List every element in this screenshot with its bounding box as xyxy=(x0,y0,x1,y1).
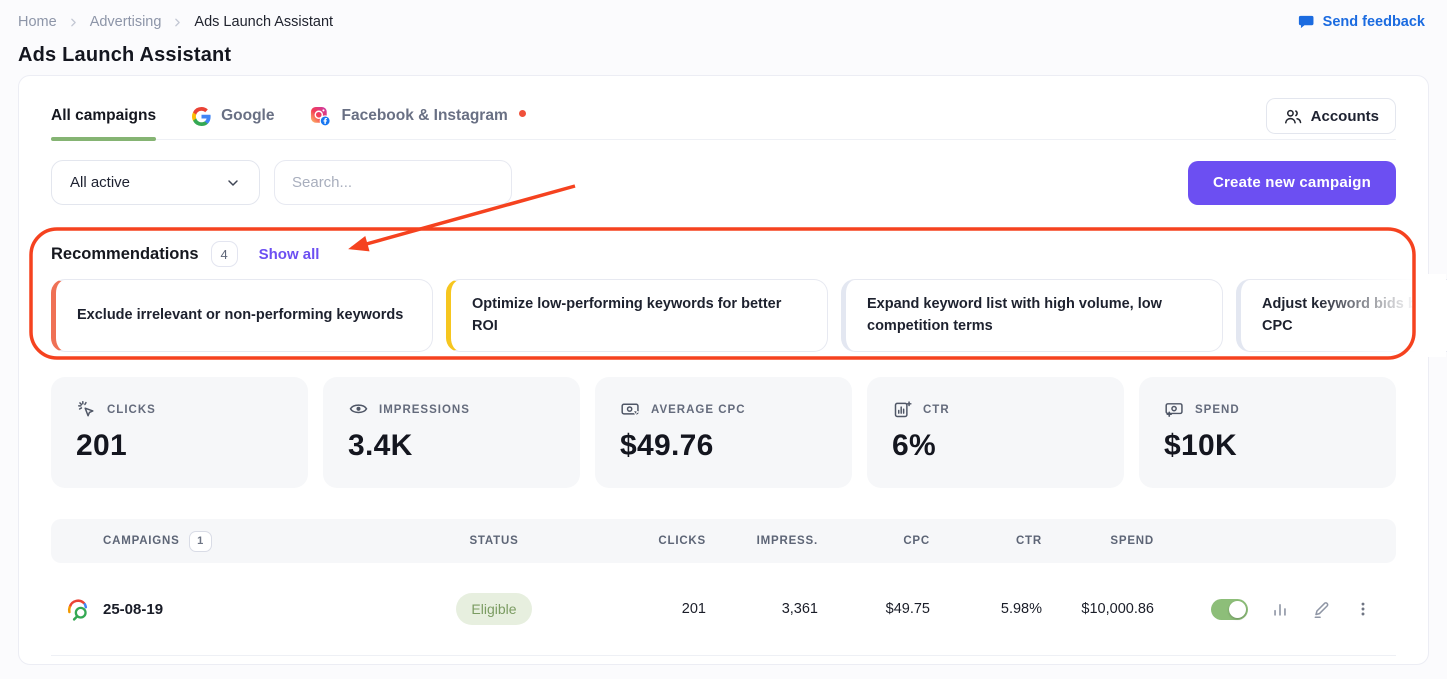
money-click-icon xyxy=(621,403,640,416)
campaigns-table: CAMPAIGNS 1 STATUS CLICKS IMPRESS. CPC C… xyxy=(51,519,1396,656)
status-badge: Eligible xyxy=(456,593,532,625)
stat-value: 3.4K xyxy=(348,429,413,462)
status-filter-value: All active xyxy=(70,174,131,191)
header-clicks: CLICKS xyxy=(658,535,706,547)
campaign-impressions: 3,361 xyxy=(781,601,818,617)
campaign-name[interactable]: 25-08-19 xyxy=(103,600,164,618)
edit-icon[interactable] xyxy=(1312,600,1331,619)
create-campaign-button[interactable]: Create new campaign xyxy=(1187,160,1396,205)
meta-icon xyxy=(311,106,332,126)
click-icon xyxy=(78,401,94,417)
active-tab-underline xyxy=(51,137,157,141)
notification-dot xyxy=(518,109,526,117)
stat-value: 6% xyxy=(892,429,936,462)
chevron-down-icon xyxy=(228,179,238,186)
stat-card-spend: SPEND $10K xyxy=(1139,377,1396,488)
accounts-button[interactable]: Accounts xyxy=(1265,98,1396,134)
recommendations-list: Exclude irrelevant or non-performing key… xyxy=(51,274,1447,357)
tab-all-campaigns[interactable]: All campaigns xyxy=(51,93,157,141)
header-campaigns: CAMPAIGNS xyxy=(103,535,180,547)
recommendation-card[interactable]: Expand keyword list with high volume, lo… xyxy=(841,279,1223,352)
header-status: STATUS xyxy=(469,535,519,547)
tab-facebook-instagram[interactable]: Facebook & Instagram xyxy=(310,93,526,139)
stat-value: 201 xyxy=(76,429,127,462)
chevron-right-icon xyxy=(70,18,76,26)
recommendation-text: Expand keyword list with high volume, lo… xyxy=(867,296,1162,334)
money-plus-icon xyxy=(1165,403,1183,417)
status-filter-select[interactable]: All active xyxy=(51,160,260,205)
stat-label: CLICKS xyxy=(107,403,156,416)
recommendation-text: Adjust keyword bids b CPC xyxy=(1262,296,1417,334)
main-card: All campaigns Google F xyxy=(18,75,1447,665)
header-impressions: IMPRESS. xyxy=(756,535,818,547)
recommendation-text: Optimize low-performing keywords for bet… xyxy=(472,296,782,334)
header-ctr: CTR xyxy=(1015,535,1042,547)
tab-google-label: Google xyxy=(221,107,275,124)
stat-card-ctr: CTR 6% xyxy=(867,377,1124,488)
tab-all-campaigns-label: All campaigns xyxy=(51,107,157,124)
more-menu-icon[interactable] xyxy=(1354,600,1372,618)
breadcrumb-home[interactable]: Home xyxy=(18,14,57,30)
tab-facebook-instagram-label: Facebook & Instagram xyxy=(341,107,508,124)
recommendation-card[interactable]: Adjust keyword bids b CPC xyxy=(1236,279,1447,352)
chat-bubble-icon xyxy=(1298,15,1314,29)
search-input[interactable] xyxy=(274,160,512,205)
send-feedback-label: Send feedback xyxy=(1322,14,1425,30)
eye-icon xyxy=(349,404,368,414)
recommendation-card[interactable]: Optimize low-performing keywords for bet… xyxy=(446,279,828,352)
stat-card-impressions: IMPRESSIONS 3.4K xyxy=(323,377,580,488)
breadcrumb-advertising[interactable]: Advertising xyxy=(89,14,162,30)
chart-plus-icon xyxy=(894,401,912,418)
users-icon xyxy=(1284,109,1301,123)
campaign-clicks: 201 xyxy=(681,601,706,617)
page-title: Ads Launch Assistant xyxy=(18,44,232,66)
show-all-link[interactable]: Show all xyxy=(258,245,320,263)
header-cpc: CPC xyxy=(903,535,930,547)
stat-label: SPEND xyxy=(1195,403,1240,416)
accounts-button-label: Accounts xyxy=(1310,107,1379,125)
stat-card-average-cpc: AVERAGE CPC $49.76 xyxy=(595,377,852,488)
campaign-toggle[interactable] xyxy=(1211,598,1248,620)
header-spend: SPEND xyxy=(1110,535,1154,547)
tab-google[interactable]: Google xyxy=(192,93,274,139)
stat-value: $49.76 xyxy=(620,429,714,462)
breadcrumb: Home Advertising Ads Launch Assistant xyxy=(18,14,333,30)
recommendation-card[interactable]: Exclude irrelevant or non-performing key… xyxy=(51,279,433,352)
breadcrumb-current: Ads Launch Assistant xyxy=(194,14,334,30)
send-feedback-link[interactable]: Send feedback xyxy=(1297,13,1425,31)
toggle-knob xyxy=(1229,600,1246,618)
google-icon xyxy=(192,106,211,126)
chevron-right-icon xyxy=(175,18,181,26)
campaign-spend: $10,000.86 xyxy=(1081,601,1154,617)
stat-value: $10K xyxy=(1164,429,1237,462)
recommendations-header: Recommendations 4 Show all xyxy=(51,241,1396,267)
campaign-cpc: $49.75 xyxy=(885,601,930,617)
recommendation-text: Exclude irrelevant or non-performing key… xyxy=(77,306,404,323)
campaign-ctr: 5.98% xyxy=(1000,601,1042,617)
google-ads-icon xyxy=(67,598,87,621)
tabs-bar: All campaigns Google F xyxy=(51,76,1396,141)
recommendations-title: Recommendations xyxy=(51,244,199,263)
filters-row: All active Create new campaign xyxy=(51,160,1396,205)
recommendations-count-badge: 4 xyxy=(210,241,238,267)
stat-label: CTR xyxy=(923,403,950,416)
stats-row: CLICKS 201 IMPRESSIONS 3.4K AVERAGE CPC … xyxy=(51,377,1396,488)
campaigns-count-badge: 1 xyxy=(188,530,212,552)
stat-label: IMPRESSIONS xyxy=(379,403,470,416)
table-header: CAMPAIGNS 1 STATUS CLICKS IMPRESS. CPC C… xyxy=(51,519,1396,563)
top-bar: Home Advertising Ads Launch Assistant Se… xyxy=(0,0,1447,31)
stat-label: AVERAGE CPC xyxy=(651,403,746,416)
campaign-row[interactable]: 25-08-19 Eligible 201 3,361 $49.75 5.98%… xyxy=(51,563,1396,656)
stat-card-clicks: CLICKS 201 xyxy=(51,377,308,488)
stats-chart-icon[interactable] xyxy=(1271,600,1289,618)
